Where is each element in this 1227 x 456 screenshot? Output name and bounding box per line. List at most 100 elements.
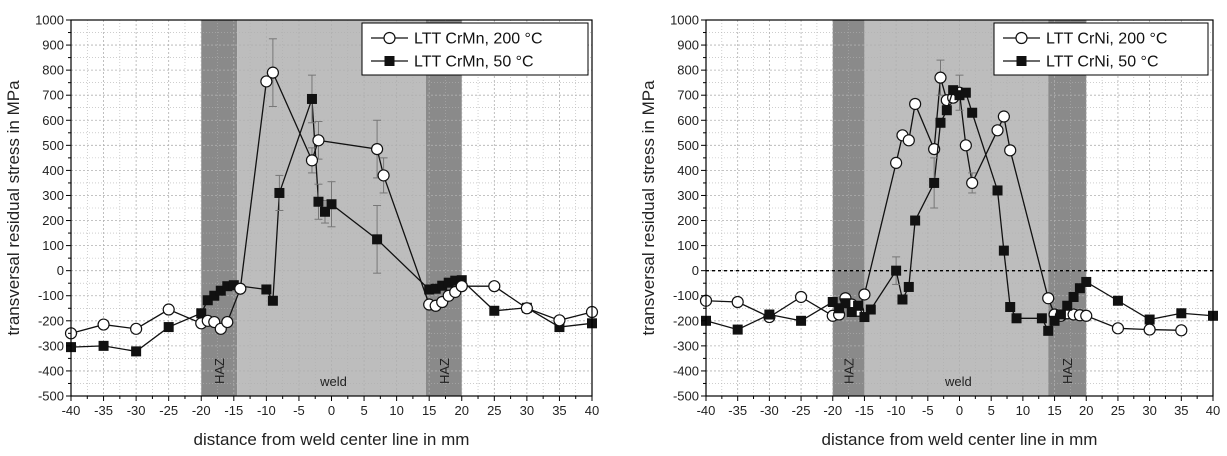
x-tick-label: 10 bbox=[1016, 403, 1030, 418]
legend-box bbox=[361, 22, 589, 76]
weld-label: weld bbox=[944, 374, 972, 389]
data-point bbox=[934, 71, 947, 84]
data-point bbox=[234, 282, 247, 295]
data-point bbox=[1176, 308, 1187, 319]
data-point bbox=[162, 303, 175, 316]
data-point bbox=[732, 324, 743, 335]
data-point bbox=[959, 139, 972, 152]
data-point bbox=[1049, 315, 1060, 326]
data-point bbox=[992, 185, 1003, 196]
legend-label: LTT CrMn, 200 °C bbox=[414, 31, 543, 48]
data-point bbox=[840, 298, 851, 309]
data-point bbox=[1068, 291, 1079, 302]
legend-marker bbox=[384, 56, 395, 66]
y-tick-label: 400 bbox=[677, 163, 699, 178]
data-point bbox=[274, 187, 285, 198]
data-point bbox=[1036, 313, 1047, 324]
y-tick-label: 200 bbox=[677, 213, 699, 228]
data-point bbox=[997, 110, 1010, 123]
legend-label: LTT CrNi, 200 °C bbox=[1046, 31, 1167, 48]
data-point bbox=[764, 309, 775, 320]
y-tick-label: -100 bbox=[673, 288, 699, 303]
data-point bbox=[891, 265, 902, 276]
data-point bbox=[935, 117, 946, 128]
data-point bbox=[903, 281, 914, 292]
x-axis-title: distance from weld center line in mm bbox=[822, 430, 1098, 449]
data-point bbox=[1005, 302, 1016, 313]
data-point bbox=[450, 275, 461, 286]
data-point bbox=[1175, 324, 1188, 337]
data-point bbox=[1043, 325, 1054, 336]
y-tick-label: 100 bbox=[677, 238, 699, 253]
x-tick-label: -20 bbox=[192, 403, 211, 418]
x-tick-label: -25 bbox=[792, 403, 811, 418]
y-tick-label: 0 bbox=[692, 263, 699, 278]
data-point bbox=[966, 176, 979, 190]
data-point bbox=[1011, 313, 1022, 324]
data-point bbox=[260, 75, 273, 88]
data-point bbox=[221, 315, 234, 329]
y-tick-label: 300 bbox=[42, 188, 64, 203]
y-tick-label: 600 bbox=[677, 113, 699, 128]
x-tick-label: 30 bbox=[520, 403, 534, 418]
data-point bbox=[948, 85, 959, 96]
y-tick-label: -300 bbox=[38, 338, 64, 353]
data-point bbox=[731, 295, 744, 309]
y-tick-label: 700 bbox=[42, 88, 64, 103]
data-point bbox=[1055, 309, 1066, 320]
data-point bbox=[1111, 322, 1125, 335]
data-point bbox=[1112, 295, 1123, 306]
y-axis-title: transversal residual stress in MPa bbox=[4, 80, 23, 336]
data-point bbox=[998, 245, 1009, 256]
data-point bbox=[326, 199, 337, 210]
x-tick-label: 20 bbox=[1079, 403, 1093, 418]
y-tick-label: 300 bbox=[677, 188, 699, 203]
x-tick-label: 25 bbox=[487, 403, 501, 418]
data-point bbox=[372, 234, 383, 245]
data-point bbox=[370, 142, 384, 156]
haz-label: HAZ bbox=[1060, 358, 1075, 384]
data-point bbox=[261, 284, 272, 295]
data-point bbox=[553, 314, 566, 327]
data-point bbox=[1004, 144, 1017, 157]
x-tick-label: 35 bbox=[552, 403, 566, 418]
y-tick-label: 0 bbox=[57, 263, 64, 278]
data-point bbox=[305, 154, 319, 167]
x-tick-label: -35 bbox=[94, 403, 113, 418]
y-tick-label: 600 bbox=[42, 113, 64, 128]
y-tick-label: -400 bbox=[38, 363, 64, 378]
data-point bbox=[991, 124, 1004, 137]
x-axis-title: distance from weld center line in mm bbox=[194, 430, 470, 449]
y-tick-label: -100 bbox=[38, 288, 64, 303]
data-point bbox=[98, 340, 109, 351]
data-point bbox=[941, 105, 952, 116]
y-tick-label: 900 bbox=[42, 38, 64, 53]
y-tick-label: 400 bbox=[42, 163, 64, 178]
x-tick-label: -25 bbox=[159, 403, 178, 418]
data-point bbox=[196, 308, 207, 319]
x-tick-label: 25 bbox=[1111, 403, 1125, 418]
legend-label: LTT CrMn, 50 °C bbox=[414, 54, 534, 71]
data-point bbox=[377, 169, 390, 182]
data-point bbox=[489, 305, 500, 316]
y-tick-label: -500 bbox=[38, 389, 64, 404]
haz-zone bbox=[1048, 20, 1087, 396]
x-tick-label: -20 bbox=[823, 403, 842, 418]
haz-label: HAZ bbox=[842, 358, 857, 384]
x-tick-label: 20 bbox=[455, 403, 469, 418]
x-tick-label: 5 bbox=[988, 403, 995, 418]
y-tick-label: -500 bbox=[673, 389, 699, 404]
y-tick-label: 1000 bbox=[35, 13, 64, 28]
legend-box bbox=[993, 22, 1209, 76]
x-tick-label: 40 bbox=[585, 403, 599, 418]
x-tick-label: -30 bbox=[760, 403, 779, 418]
data-point bbox=[520, 302, 533, 315]
y-tick-label: 1000 bbox=[670, 13, 699, 28]
data-point bbox=[929, 177, 940, 188]
data-point bbox=[319, 206, 330, 217]
y-tick-label: 500 bbox=[677, 138, 699, 153]
x-tick-label: 0 bbox=[328, 403, 335, 418]
y-tick-label: 800 bbox=[42, 63, 64, 78]
y-tick-label: 500 bbox=[42, 138, 64, 153]
y-tick-label: 900 bbox=[677, 38, 699, 53]
